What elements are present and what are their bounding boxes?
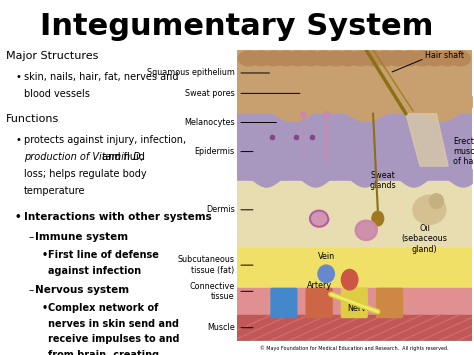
Ellipse shape	[449, 51, 471, 66]
Ellipse shape	[363, 51, 383, 66]
Bar	[237, 341, 472, 355]
Text: Nervous system: Nervous system	[35, 285, 129, 295]
Text: Melanocytes: Melanocytes	[184, 118, 235, 127]
Ellipse shape	[341, 269, 358, 290]
Text: receive impulses to and: receive impulses to and	[48, 334, 180, 344]
Ellipse shape	[251, 51, 272, 66]
Text: Major Structures: Major Structures	[6, 51, 98, 61]
Text: and fluid: and fluid	[99, 152, 145, 162]
Text: Vein: Vein	[318, 252, 335, 261]
Text: Nerve: Nerve	[347, 304, 371, 313]
Ellipse shape	[372, 211, 383, 226]
Ellipse shape	[318, 265, 334, 283]
Text: Artery: Artery	[307, 281, 332, 290]
Text: Epidermis: Epidermis	[194, 147, 235, 156]
Ellipse shape	[263, 51, 284, 66]
Bar	[237, 315, 472, 341]
Text: Connective
tissue: Connective tissue	[190, 282, 235, 301]
Ellipse shape	[375, 51, 396, 66]
Text: Sweat
glands: Sweat glands	[369, 171, 396, 190]
Text: Interactions with other systems: Interactions with other systems	[24, 212, 211, 222]
Text: First line of defense: First line of defense	[48, 250, 159, 260]
Text: Hair shaft: Hair shaft	[425, 51, 464, 60]
Ellipse shape	[429, 194, 444, 208]
Polygon shape	[310, 210, 329, 227]
Text: skin, nails, hair, fat, nerves and: skin, nails, hair, fat, nerves and	[24, 72, 178, 82]
Text: Integumentary System: Integumentary System	[40, 12, 434, 42]
Ellipse shape	[288, 51, 309, 66]
Ellipse shape	[313, 51, 334, 66]
FancyBboxPatch shape	[377, 288, 402, 317]
Text: Squamous epithelium: Squamous epithelium	[147, 69, 235, 77]
Text: –: –	[28, 232, 34, 242]
Text: Erector
muscle
of hair: Erector muscle of hair	[453, 137, 474, 166]
Polygon shape	[406, 114, 448, 166]
Text: –: –	[28, 285, 34, 295]
Text: loss; helps regulate body: loss; helps regulate body	[24, 169, 146, 179]
Bar	[237, 181, 472, 248]
Text: Immune system: Immune system	[35, 232, 128, 242]
Ellipse shape	[238, 51, 259, 66]
Ellipse shape	[413, 195, 446, 224]
Text: Subcutaneous
tissue (fat): Subcutaneous tissue (fat)	[178, 255, 235, 275]
FancyBboxPatch shape	[306, 288, 332, 317]
Text: Sweat pores: Sweat pores	[185, 89, 235, 98]
Ellipse shape	[412, 51, 433, 66]
Text: •: •	[41, 303, 47, 313]
FancyBboxPatch shape	[271, 288, 297, 317]
Ellipse shape	[425, 51, 446, 66]
Ellipse shape	[325, 51, 346, 66]
Bar	[237, 248, 472, 288]
Text: production of Vitamin D,: production of Vitamin D,	[24, 152, 144, 162]
Ellipse shape	[350, 51, 371, 66]
Text: Muscle: Muscle	[207, 323, 235, 332]
Text: Oil
(sebaceous
gland): Oil (sebaceous gland)	[402, 224, 447, 254]
Ellipse shape	[437, 51, 458, 66]
Text: temperature: temperature	[24, 186, 85, 196]
Bar	[237, 114, 472, 181]
Ellipse shape	[337, 51, 359, 66]
Bar	[237, 50, 472, 114]
Text: from brain, creating: from brain, creating	[48, 350, 159, 355]
Bar	[237, 288, 472, 315]
Text: against infection: against infection	[48, 266, 141, 276]
Text: protects against injury, infection,: protects against injury, infection,	[24, 135, 186, 144]
Ellipse shape	[400, 51, 421, 66]
Text: © Mayo Foundation for Medical Education and Research.  All rights reserved.: © Mayo Foundation for Medical Education …	[260, 345, 448, 351]
Text: •: •	[41, 250, 47, 260]
Text: Dermis: Dermis	[206, 205, 235, 214]
Text: •: •	[15, 135, 21, 144]
Text: •: •	[15, 72, 21, 82]
Text: nerves in skin send and: nerves in skin send and	[48, 319, 179, 329]
Text: •: •	[14, 212, 21, 222]
Ellipse shape	[301, 51, 321, 66]
Text: Complex network of: Complex network of	[48, 303, 159, 313]
Ellipse shape	[275, 51, 297, 66]
Text: blood vessels: blood vessels	[24, 89, 90, 99]
Text: Functions: Functions	[6, 114, 59, 124]
FancyBboxPatch shape	[341, 288, 367, 317]
Polygon shape	[355, 220, 377, 240]
Ellipse shape	[387, 51, 408, 66]
